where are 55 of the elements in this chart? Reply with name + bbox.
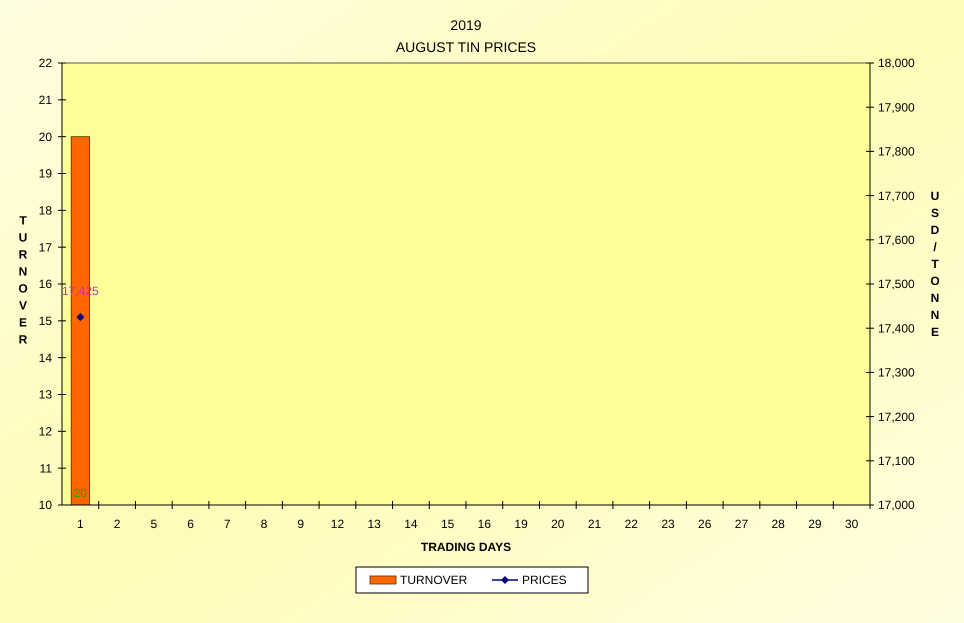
y2-tick-label: 17,200: [878, 410, 916, 424]
y-tick-label: 15: [38, 314, 52, 328]
y2-tick-label: 17,700: [878, 188, 916, 203]
y-tick-label: 20: [38, 130, 52, 144]
x-tick-label: 21: [588, 517, 602, 531]
x-tick-label: 22: [624, 517, 638, 531]
x-tick-label: 2: [114, 517, 121, 531]
x-tick-label: 6: [187, 517, 194, 531]
y2-tick-label: 17,600: [878, 233, 916, 247]
y-tick-label: 11: [40, 461, 52, 476]
x-tick-label: 19: [514, 517, 528, 531]
text: USD/TONNE: [930, 189, 940, 339]
y-tick-label: 14: [38, 350, 52, 365]
x-tick-label: 12: [330, 517, 344, 531]
y2-tick-label: 17,900: [878, 100, 916, 114]
x-tick-label: 14: [404, 517, 418, 531]
x-tick-label: 16: [478, 517, 492, 531]
legend-label: PRICES: [522, 573, 567, 588]
y-tick-label: 21: [38, 93, 52, 108]
y2-tick-label: 18,000: [878, 56, 916, 70]
x-tick-label: 23: [661, 517, 675, 531]
x-axis-title: TRADING DAYS: [420, 540, 512, 554]
x-tick-label: 5: [150, 517, 158, 531]
x-tick-label: 26: [698, 517, 712, 531]
x-tick-label: 7: [224, 517, 231, 531]
x-tick-label: 1: [77, 517, 84, 531]
x-tick-label: 15: [440, 517, 455, 531]
x-tick-label: 30: [844, 517, 859, 531]
chart-subtitle: AUGUST TIN PRICES: [396, 39, 536, 55]
x-tick-label: 27: [734, 517, 748, 531]
x-tick-label: 9: [297, 517, 304, 531]
y-tick-label: 10: [38, 498, 52, 512]
x-tick-label: 29: [808, 517, 822, 531]
y-tick-label: 19: [38, 166, 52, 181]
x-tick-label: 20: [551, 517, 565, 531]
y-tick-label: 17: [38, 240, 52, 254]
x-tick-label: 8: [260, 517, 268, 531]
y-tick-label: 18: [38, 204, 52, 218]
x-tick-label: 28: [772, 517, 786, 531]
y-axis-title: TURNOVER: [18, 214, 28, 346]
data-label: 20: [74, 486, 88, 500]
y2-tick-label: 17,400: [878, 321, 916, 336]
y2-tick-label: 17,000: [878, 498, 916, 512]
y2-tick-label: 17,800: [878, 144, 916, 159]
data-label: 17,425: [62, 284, 100, 298]
y-tick-label: 12: [38, 424, 52, 439]
y2-tick-label: 17,100: [878, 454, 916, 468]
y-tick-label: 22: [38, 56, 52, 70]
chart-title: 2019: [450, 17, 482, 33]
legend-label: TURNOVER: [400, 573, 468, 588]
y2-tick-label: 17,500: [878, 277, 916, 292]
x-tick-label: 13: [368, 517, 382, 531]
y-tick-label: 13: [38, 388, 52, 402]
y-tick-label: 16: [38, 277, 52, 292]
y2-tick-label: 17,300: [878, 366, 916, 380]
